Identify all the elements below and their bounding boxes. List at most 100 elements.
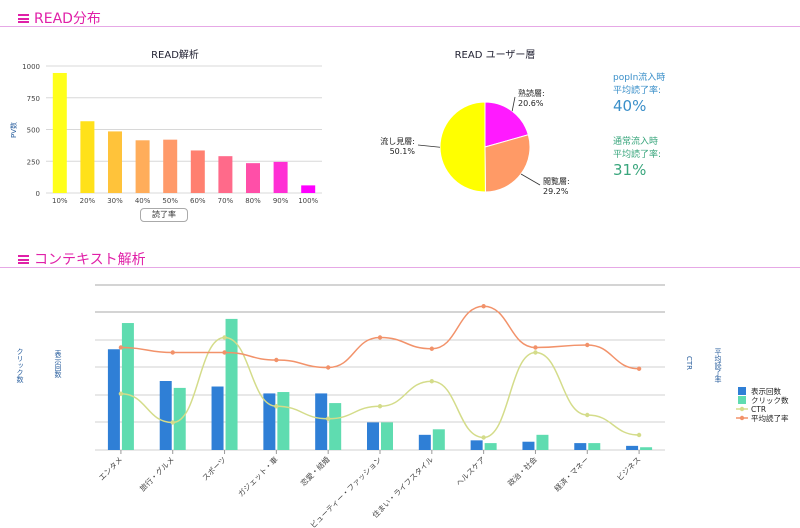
legend-toggle-button[interactable]: 読了率	[140, 208, 188, 222]
bar-クリック数-経済・マネー	[588, 443, 601, 450]
x-tick-label: 80%	[245, 197, 261, 205]
point-平均読了率	[274, 357, 279, 363]
legend-label-表示回数: 表示回数	[751, 386, 781, 396]
x-tick-label: 10%	[52, 197, 68, 205]
point-CTR	[170, 420, 175, 425]
point-CTR	[222, 335, 227, 340]
x-tick-label: 30%	[107, 197, 123, 205]
legend-marker-平均読了率	[739, 415, 745, 421]
bar-60%	[190, 150, 205, 193]
y-axis-label: PV数	[9, 122, 18, 138]
bar-50%	[163, 139, 178, 193]
legend-label-クリック数: クリック数	[751, 395, 789, 405]
popin-stat: popIn流入時 平均読了率: 40%	[613, 72, 666, 115]
pie-label-connector	[511, 96, 516, 112]
bar-100%	[301, 185, 316, 193]
bar-20%	[80, 121, 95, 193]
point-平均読了率	[325, 365, 331, 370]
section-title: READ分布	[34, 11, 101, 27]
bar-クリック数-スポーツ	[225, 318, 238, 450]
point-CTR	[377, 404, 383, 409]
x-tick-label: ビューティー・ファッション	[308, 455, 383, 528]
pie-label-connector	[417, 144, 441, 148]
point-平均読了率	[118, 345, 124, 350]
pie-label-name: 熟読層:	[518, 88, 545, 98]
menu-icon	[18, 14, 29, 24]
y-tick-label: 0	[36, 190, 40, 198]
legend-swatch-表示回数	[738, 387, 746, 395]
bar-表示回数-政治・社会	[522, 441, 535, 450]
x-tick-label: ビジネス	[615, 455, 643, 483]
normal-stat: 通常流入時 平均読了率: 31%	[613, 136, 662, 178]
x-tick-label: 住まい・ライフスタイル	[370, 454, 436, 520]
bar-クリック数-ビジネス	[640, 447, 653, 450]
point-平均読了率	[636, 366, 642, 371]
pie-chart-title: READ ユーザー層	[454, 50, 536, 61]
bar-表示回数-旅行・グルメ	[159, 381, 172, 450]
x-tick-label: 40%	[135, 197, 151, 205]
x-tick-label: 50%	[162, 197, 178, 205]
x-tick-label: スポーツ	[200, 455, 227, 482]
popin-stat-label1: popIn流入時	[613, 73, 666, 83]
section-title: コンテキスト解析	[34, 252, 146, 268]
bar-クリック数-政治・社会	[536, 434, 549, 450]
pie-label-connector	[520, 173, 541, 186]
point-平均読了率	[533, 345, 538, 350]
pie-label-pct: 50.1%	[390, 147, 416, 156]
read-bar-chart: 0 250 500 750 1000 PV数 10% 20% 30% 40% 50% 60% 70% 80…	[9, 63, 322, 205]
pie-slice-熟読層	[484, 101, 529, 148]
point-CTR	[481, 435, 486, 440]
popin-stat-label2: 平均読了率:	[613, 86, 662, 96]
point-CTR	[429, 379, 435, 384]
read-user-pie-chart: 熟読層:20.6% 閲覧層:29.2% 流し見層:50.1%	[380, 88, 570, 196]
bar-10%	[52, 72, 67, 193]
bar-90%	[273, 161, 288, 193]
bar-クリック数-エンタメ	[121, 323, 134, 450]
x-tick-label: 旅行・グルメ	[137, 454, 176, 493]
pie-slice-閲覧層	[484, 134, 531, 193]
point-平均読了率	[481, 304, 486, 309]
bar-クリック数-旅行・グルメ	[173, 387, 186, 450]
point-平均読了率	[429, 346, 435, 351]
pie-label-pct: 20.6%	[518, 99, 544, 108]
x-tick-label: エンタメ	[97, 455, 124, 482]
bar-クリック数-住まい・ライフスタイル	[432, 429, 445, 450]
point-CTR	[585, 412, 590, 418]
point-平均読了率	[377, 335, 383, 340]
bar-80%	[246, 163, 260, 193]
point-平均読了率	[170, 350, 175, 355]
legend-label-平均読了率: 平均読了率	[751, 413, 789, 423]
x-tick-label: 70%	[218, 197, 234, 205]
bar-表示回数-ビジネス	[626, 445, 639, 450]
pie-label-name: 流し見層:	[380, 136, 415, 146]
point-CTR	[274, 404, 279, 409]
y-tick-label: 500	[27, 127, 40, 135]
impressions-axis-label: 表示回数	[54, 350, 62, 378]
x-tick-label: 20%	[80, 197, 96, 205]
point-CTR	[636, 432, 642, 438]
bar-40%	[135, 140, 150, 193]
point-平均読了率	[585, 342, 590, 348]
legend-marker-CTR	[739, 406, 745, 412]
read-rate-axis-label: 平均読了率	[714, 348, 722, 383]
x-tick-label: ガジェット・車	[236, 454, 281, 499]
legend-label-CTR: CTR	[751, 405, 766, 414]
normal-stat-label1: 通常流入時	[613, 137, 659, 147]
bar-70%	[218, 156, 233, 193]
popin-stat-value: 40%	[613, 97, 647, 115]
point-CTR	[325, 416, 331, 421]
bar-クリック数-ヘルスケア	[484, 443, 497, 450]
x-tick-label: 政治・社会	[505, 454, 539, 488]
bar-表示回数-住まい・ライフスタイル	[418, 434, 431, 450]
y-tick-label: 750	[27, 95, 40, 103]
point-平均読了率	[222, 350, 227, 355]
read-chart-title: READ解析	[151, 50, 199, 61]
pie-label-name: 閲覧層:	[543, 176, 570, 186]
x-tick-label: 恋愛・結婚	[298, 454, 332, 488]
bar-表示回数-ヘルスケア	[470, 440, 483, 450]
x-tick-label: 100%	[298, 197, 318, 205]
x-tick-label: 90%	[273, 197, 289, 205]
bar-表示回数-ビューティー・ファッション	[367, 422, 379, 450]
normal-stat-label2: 平均読了率:	[613, 150, 662, 160]
pie-slice-流し見層	[439, 101, 486, 193]
